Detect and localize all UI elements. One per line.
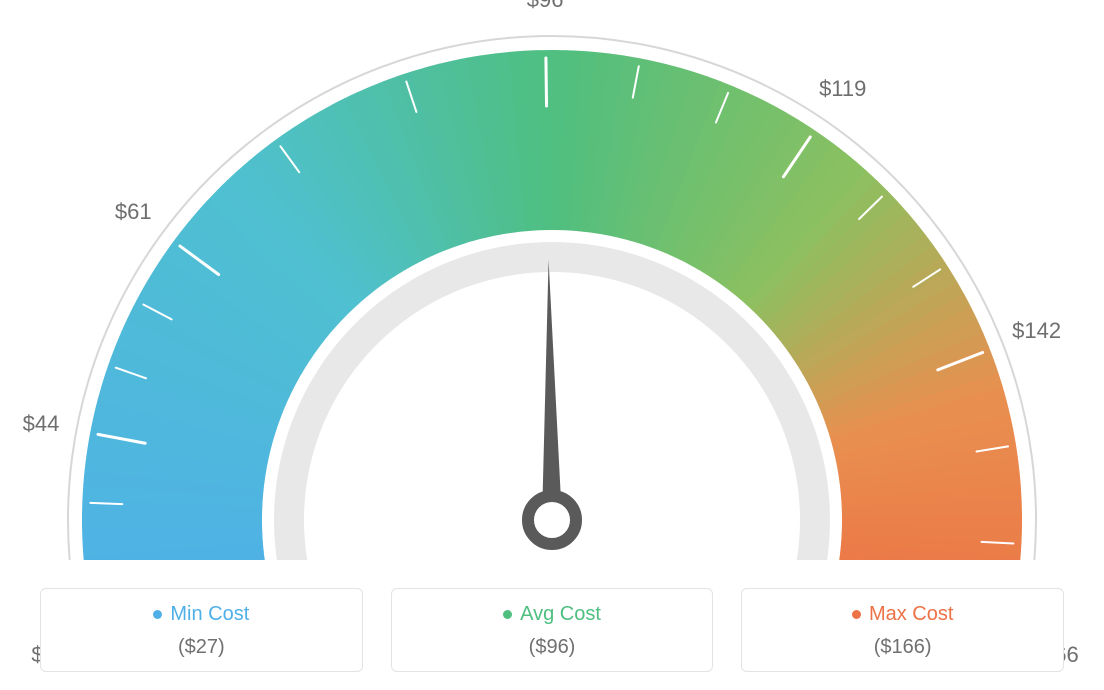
legend-title-text: Avg Cost xyxy=(520,603,601,626)
legend-card-avg: Avg Cost ($96) xyxy=(391,588,714,672)
gauge-tick-label: $61 xyxy=(115,199,152,225)
legend-card-min: Min Cost ($27) xyxy=(40,588,363,672)
legend-dot-icon xyxy=(503,610,512,619)
legend-dot-icon xyxy=(153,610,162,619)
legend-title-text: Min Cost xyxy=(170,603,249,626)
legend-title: Min Cost xyxy=(153,603,249,626)
legend-card-max: Max Cost ($166) xyxy=(741,588,1064,672)
gauge-svg xyxy=(0,0,1104,560)
legend-title: Avg Cost xyxy=(503,603,601,626)
gauge-tick-label: $142 xyxy=(1012,318,1061,344)
gauge-tick-label: $96 xyxy=(527,0,564,13)
legend-value: ($166) xyxy=(752,636,1053,659)
legend-value: ($27) xyxy=(51,636,352,659)
legend-value: ($96) xyxy=(402,636,703,659)
gauge-chart: $27$44$61$96$119$142$166 xyxy=(0,0,1104,560)
legend-dot-icon xyxy=(852,610,861,619)
gauge-tick-label: $119 xyxy=(819,76,866,102)
legend-title: Max Cost xyxy=(852,603,953,626)
legend-row: Min Cost ($27) Avg Cost ($96) Max Cost ($166) xyxy=(0,588,1104,672)
legend-title-text: Max Cost xyxy=(869,603,953,626)
gauge-tick-label: $44 xyxy=(23,411,60,437)
